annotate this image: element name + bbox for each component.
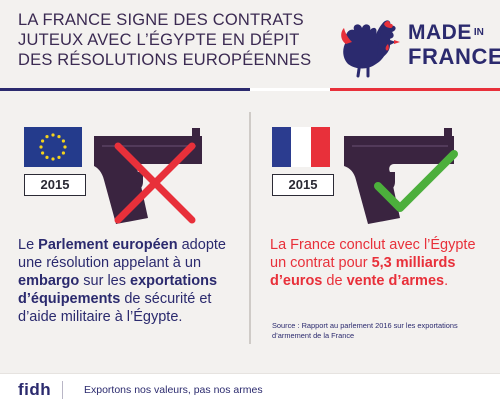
right-text-amount: 5,3 milliards d’euros xyxy=(270,255,456,289)
headline-line-2: JUTEUX AVEC L’ÉGYPTE EN DÉPIT xyxy=(18,31,300,49)
headline: LA FRANCE SIGNE DES CONTRATS JUTEUX AVEC… xyxy=(18,10,318,70)
headline-line-1: LA FRANCE SIGNE DES CONTRATS xyxy=(18,11,304,29)
rooster-logo-icon xyxy=(341,20,400,78)
france-flag-icon xyxy=(272,127,330,167)
header-rule-white xyxy=(250,88,330,91)
left-text-embargo: embargo xyxy=(18,273,80,289)
pistol-icon xyxy=(344,128,454,224)
left-text-3: sur les xyxy=(79,273,131,289)
footer-separator xyxy=(62,381,63,399)
left-year-badge: 2015 xyxy=(24,174,86,196)
made-in-france-logo: MADE IN FRANCE xyxy=(338,18,500,80)
cross-icon xyxy=(114,142,196,224)
source-note: Source : Rapport au parlement 2016 sur l… xyxy=(272,321,458,340)
eu-flag-icon xyxy=(24,127,82,167)
right-statement: La France conclut avec l’Égypte un contr… xyxy=(270,236,492,290)
brand-in: IN xyxy=(473,27,484,38)
left-text-2: adopte une résolution appelant à un xyxy=(18,237,226,271)
left-text-parliament: Parlement européen xyxy=(38,237,178,253)
right-text-3: . xyxy=(444,273,449,289)
right-year-badge: 2015 xyxy=(272,174,334,196)
column-divider xyxy=(249,112,251,344)
headline-line-3: DES RÉSOLUTIONS EUROPÉENNES xyxy=(18,51,312,69)
right-text-2: de xyxy=(322,273,347,289)
left-text-1: Le xyxy=(18,237,39,253)
header-rule-blue xyxy=(0,88,250,91)
left-text-exports: exportations d’équipements xyxy=(18,273,218,307)
footer-slogan: Exportons nos valeurs, pas nos armes xyxy=(84,384,263,396)
right-text-1: La France conclut avec l’Égypte un contr… xyxy=(270,237,476,271)
checkmark-icon xyxy=(374,150,458,212)
brand-france: FRANCE xyxy=(408,44,500,69)
left-statement: Le Parlement européen adopte une résolut… xyxy=(18,236,240,326)
fidh-logo: fidh xyxy=(18,380,52,399)
right-text-arms-sale: vente d’armes xyxy=(346,273,445,289)
left-text-4: de sécurité et d’aide militaire à l’Égyp… xyxy=(18,291,212,325)
brand-wordmark: MADE IN FRANCE xyxy=(408,22,500,68)
brand-made: MADE xyxy=(408,21,472,44)
footer: fidh Exportons nos valeurs, pas nos arme… xyxy=(0,373,500,406)
header-rule-red xyxy=(330,88,500,91)
